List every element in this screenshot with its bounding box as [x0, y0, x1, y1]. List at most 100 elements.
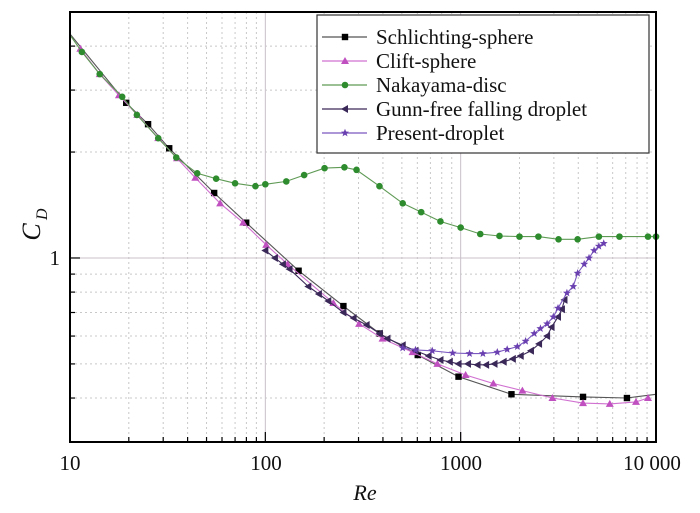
data-point-triangle-left — [543, 332, 551, 341]
data-point-triangle — [239, 218, 248, 226]
legend-box — [316, 14, 650, 154]
data-point-circle — [96, 70, 104, 78]
series-line — [402, 242, 604, 355]
data-point-circle — [555, 236, 562, 243]
data-point-circle — [399, 200, 407, 207]
data-point-circle — [341, 164, 348, 171]
legend-label: Nakayama-disc — [376, 73, 507, 97]
y-axis-label-sub: D — [34, 208, 51, 221]
data-point-circle — [193, 170, 201, 177]
series-present-droplet — [398, 239, 608, 357]
y-axis-label: C D — [17, 208, 51, 241]
series-gunn-free-falling-droplet — [261, 246, 568, 369]
data-point-star — [398, 343, 407, 352]
data-point-star — [465, 349, 474, 357]
data-point-triangle-left — [526, 346, 534, 355]
data-point-square — [242, 219, 250, 226]
data-point-triangle-left — [278, 260, 286, 269]
legend-label: Schlichting-sphere — [376, 25, 533, 49]
x-axis-label: Re — [352, 480, 376, 505]
series-nakayama-disc — [69, 34, 660, 243]
data-point-triangle — [329, 298, 338, 306]
data-point-star — [573, 269, 582, 277]
data-point-triangle-left — [339, 308, 347, 317]
data-point-star — [521, 337, 530, 345]
data-point-star — [594, 242, 603, 250]
x-tick-label: 10 — [60, 451, 81, 475]
legend-symbol — [322, 128, 367, 137]
data-point-star — [562, 288, 571, 297]
legend-label: Gunn-free falling droplet — [376, 97, 587, 121]
data-point-triangle-left — [454, 359, 462, 368]
data-point-square — [579, 393, 587, 401]
data-point-star — [599, 239, 608, 247]
legend-symbol — [322, 33, 367, 41]
data-point-circle — [212, 175, 220, 182]
data-point-star — [341, 128, 349, 137]
data-point-triangle — [579, 399, 588, 407]
series-layer — [69, 33, 660, 407]
data-point-triangle — [518, 386, 527, 394]
data-point-star — [585, 253, 593, 262]
data-point-triangle-left — [516, 351, 524, 360]
data-point-triangle-left — [261, 246, 269, 255]
data-point-circle — [133, 111, 141, 119]
data-point-square — [210, 189, 218, 197]
data-point-triangle — [341, 57, 349, 64]
data-point-triangle — [378, 334, 387, 342]
legend-symbol — [322, 57, 367, 64]
data-point-triangle-left — [554, 312, 562, 321]
x-tick-label: 100 — [250, 451, 282, 475]
legend-label: Present-droplet — [376, 121, 504, 145]
data-point-star — [448, 348, 457, 357]
data-point-circle — [300, 171, 308, 179]
data-point-triangle-left — [362, 321, 370, 330]
x-tick-labels: 10 100 1000 10 000 — [60, 451, 681, 475]
data-point-triangle — [643, 394, 652, 402]
legend-label: Clift-sphere — [376, 49, 476, 73]
data-point-circle — [321, 164, 328, 172]
data-point-star — [549, 312, 558, 321]
data-point-square — [166, 145, 173, 152]
data-point-star — [503, 345, 512, 353]
data-point-triangle — [489, 379, 498, 387]
data-point-circle — [457, 224, 464, 231]
data-point-triangle-left — [490, 359, 498, 368]
axis-ticks — [70, 45, 648, 442]
data-point-triangle-left — [375, 329, 383, 338]
data-point-triangle-left — [499, 357, 507, 366]
data-point-circle — [595, 233, 603, 240]
data-point-square — [455, 373, 462, 380]
legend-symbol — [322, 105, 367, 113]
data-point-square — [340, 302, 347, 310]
data-point-circle — [496, 232, 503, 240]
data-point-square — [623, 394, 631, 402]
data-point-square — [144, 120, 152, 128]
data-point-square — [341, 33, 349, 41]
data-point-triangle-left — [508, 354, 516, 363]
data-point-star — [580, 260, 589, 268]
data-point-circle — [78, 48, 86, 56]
data-point-square — [295, 267, 302, 274]
data-point-triangle-left — [349, 314, 357, 323]
data-point-triangle-left — [304, 282, 312, 291]
data-point-triangle-left — [560, 295, 568, 304]
data-point-circle — [417, 208, 425, 216]
data-point-star — [543, 319, 552, 328]
data-point-circle — [231, 180, 239, 187]
data-point-triangle — [632, 397, 641, 405]
data-point-circle — [172, 154, 180, 161]
data-point-star — [569, 282, 578, 290]
plot-frame — [69, 11, 657, 443]
data-point-triangle-left — [285, 265, 293, 274]
data-point-triangle — [461, 371, 470, 379]
data-point-star — [411, 345, 420, 354]
data-point-triangle-left — [436, 356, 444, 365]
data-point-triangle — [408, 348, 417, 356]
data-point-triangle-left — [535, 339, 543, 348]
data-point-triangle-left — [547, 323, 555, 332]
data-point-star — [536, 324, 545, 332]
data-point-triangle — [262, 240, 271, 248]
data-point-triangle-left — [341, 105, 348, 113]
